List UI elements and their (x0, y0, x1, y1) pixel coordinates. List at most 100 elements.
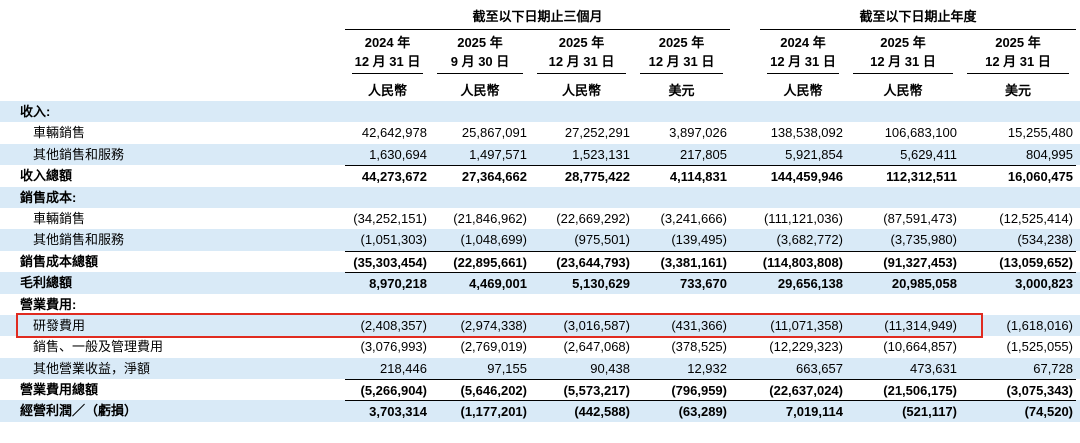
cell-value (846, 187, 960, 208)
cell-value: (35,303,454) (345, 250, 430, 273)
spacer-cell (730, 272, 760, 294)
cell-value: (21,506,175) (846, 379, 960, 401)
cell-value (633, 187, 730, 208)
cell-value: (442,588) (530, 400, 633, 422)
table-row: 營業費用: (0, 294, 1080, 315)
column-currency: 美元 (1004, 83, 1031, 98)
cell-value: 3,897,026 (669, 125, 727, 141)
spacer-cell (730, 101, 760, 122)
row-label: 經營利潤／（虧損） (20, 403, 138, 419)
column-year: 2025 年 (457, 35, 503, 50)
row-label: 收入: (20, 104, 51, 119)
cell-value: (13,059,652) (960, 250, 1076, 273)
cell-value: 42,642,978 (361, 125, 427, 141)
cell-value: 67,728 (1033, 360, 1073, 376)
cell-value: 27,252,291 (564, 125, 630, 141)
cell-value: 4,469,001 (430, 272, 530, 294)
cell-value: (12,525,414) (999, 210, 1073, 226)
cell-value: 138,538,092 (770, 125, 843, 141)
cell-value: (1,177,201) (430, 400, 530, 422)
cell-value: (521,117) (846, 400, 960, 422)
cell-value: 16,060,475 (960, 165, 1076, 187)
spacer-cell (730, 165, 760, 187)
cell-value: (114,803,808) (760, 250, 846, 273)
table-header-dates: 12 月 31 日 9 月 30 日 12 月 31 日 12 月 31 日 12 月 … (0, 52, 1080, 74)
cell-value: (3,076,993) (360, 339, 428, 355)
cell-value (960, 101, 1076, 122)
cell-value: 3,000,823 (960, 272, 1076, 294)
column-date: 12 月 31 日 (640, 52, 723, 74)
row-label: 車輛銷售 (33, 210, 86, 226)
cell-value: 218,446 (380, 360, 427, 376)
row-label: 其他營業收益，淨額 (33, 360, 151, 376)
cell-value (960, 187, 1076, 208)
table-header-years: 2024 年 2025 年 2025 年 2025 年 2024 年 2025 年 2025… (0, 30, 1080, 52)
cell-value: 5,921,854 (785, 146, 843, 162)
cell-value (430, 101, 530, 122)
table-row: 其他銷售和服務 (1,051,303) (1,048,699) (975,501) (1… (0, 229, 1080, 251)
cell-value (430, 187, 530, 208)
cell-value: 106,683,100 (884, 125, 957, 141)
spacer-cell (730, 144, 760, 165)
cell-value: (5,266,904) (345, 379, 430, 401)
table-row: 收入: (0, 101, 1080, 123)
table-row: 車輛銷售 42,642,978 25,867,091 27,252,291 3,897,… (0, 122, 1080, 143)
cell-value: (74,520) (960, 400, 1076, 422)
cell-value: (3,075,343) (960, 379, 1076, 401)
cell-value: (3,682,772) (776, 232, 844, 248)
cell-value: 1,523,131 (572, 146, 630, 162)
spacer-cell (730, 379, 760, 401)
column-year: 2025 年 (658, 35, 705, 50)
cell-value (530, 187, 633, 208)
cell-value: (63,289) (633, 400, 730, 422)
cell-value: (5,573,217) (530, 379, 633, 401)
cell-value: (11,314,949) (884, 317, 957, 333)
cell-value: 8,970,218 (345, 272, 430, 294)
table-row: 銷售成本: (0, 186, 1080, 208)
spacer-cell (730, 358, 760, 379)
cell-value: 1,497,571 (469, 146, 527, 162)
cell-value: 473,631 (910, 360, 957, 376)
cell-value: (10,664,857) (883, 339, 957, 355)
cell-value: (3,241,666) (660, 210, 728, 226)
cell-value: 27,364,662 (430, 165, 530, 187)
cell-value: (2,974,338) (460, 317, 528, 333)
cell-value: (12,229,323) (769, 339, 843, 355)
cell-value: (975,501) (574, 232, 630, 248)
cell-value: 25,867,091 (461, 125, 527, 141)
cell-value: 804,995 (1026, 146, 1073, 162)
cell-value (633, 101, 730, 122)
column-date: 12 月 31 日 (767, 52, 839, 74)
cell-value: 20,985,058 (846, 272, 960, 294)
cell-value: (87,591,473) (883, 210, 957, 226)
row-label: 銷售、一般及管理費用 (33, 339, 164, 355)
column-date: 12 月 31 日 (967, 52, 1069, 74)
cell-value: 733,670 (633, 272, 730, 294)
cell-value: (2,769,019) (460, 339, 528, 355)
cell-value: (139,495) (671, 232, 727, 248)
cell-value (430, 294, 530, 315)
cell-value: (22,669,292) (556, 210, 630, 226)
table-row: 營業費用總額 (5,266,904) (5,646,202) (5,573,217)(… (0, 379, 1080, 400)
cell-value (760, 101, 846, 122)
table-row: 車輛銷售 (34,252,151) (21,846,962) (22,669,292)… (0, 208, 1080, 229)
column-year: 2025 年 (995, 35, 1041, 50)
spacer-cell (20, 6, 345, 30)
spacer-cell (730, 6, 760, 30)
cell-value: 28,775,422 (530, 165, 633, 187)
table-row: 研發費用 (2,408,357) (2,974,338) (3,016,587) (43… (0, 312, 1080, 338)
column-date: 12 月 31 日 (352, 52, 423, 74)
cell-value: 7,019,114 (760, 400, 846, 422)
table-body: 收入: 車輛銷售 42,642,978 25,867,091 27,252,291 3,8… (0, 101, 1080, 443)
row-label: 其他銷售和服務 (33, 146, 125, 162)
cell-value (530, 101, 633, 122)
cell-value: 144,459,946 (760, 165, 846, 187)
cell-value: (378,525) (671, 339, 727, 355)
row-label: 研發費用 (33, 317, 86, 333)
column-date: 12 月 31 日 (853, 52, 953, 74)
column-currency: 人民幣 (561, 83, 601, 98)
cell-value: (34,252,151) (353, 210, 427, 226)
cell-value (345, 101, 430, 122)
table-row: 銷售、一般及管理費用 (3,076,993) (2,769,019) (2,647,0… (0, 336, 1080, 357)
